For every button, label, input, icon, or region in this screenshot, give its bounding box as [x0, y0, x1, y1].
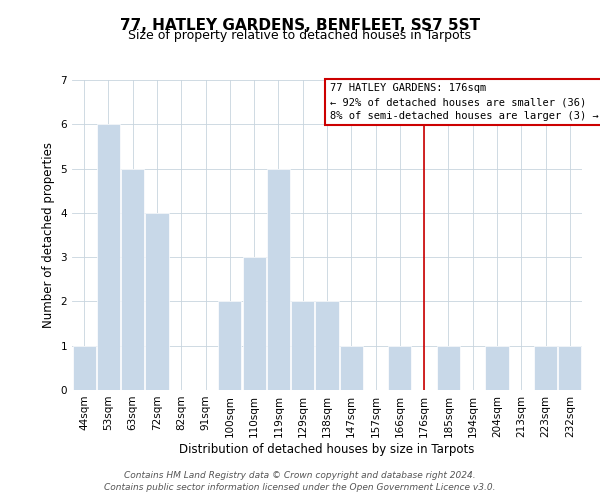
Bar: [291, 302, 314, 390]
Bar: [145, 213, 169, 390]
Bar: [388, 346, 412, 390]
Text: Contains HM Land Registry data © Crown copyright and database right 2024.
Contai: Contains HM Land Registry data © Crown c…: [104, 471, 496, 492]
Bar: [73, 346, 95, 390]
X-axis label: Distribution of detached houses by size in Tarpots: Distribution of detached houses by size …: [179, 442, 475, 456]
Text: Size of property relative to detached houses in Tarpots: Size of property relative to detached ho…: [128, 29, 472, 42]
Bar: [316, 302, 338, 390]
Bar: [534, 346, 557, 390]
Text: 77, HATLEY GARDENS, BENFLEET, SS7 5ST: 77, HATLEY GARDENS, BENFLEET, SS7 5ST: [120, 18, 480, 32]
Bar: [340, 346, 363, 390]
Bar: [267, 168, 290, 390]
Bar: [121, 168, 144, 390]
Bar: [218, 302, 241, 390]
Bar: [437, 346, 460, 390]
Bar: [485, 346, 509, 390]
Bar: [559, 346, 581, 390]
Y-axis label: Number of detached properties: Number of detached properties: [42, 142, 55, 328]
Bar: [97, 124, 120, 390]
Text: 77 HATLEY GARDENS: 176sqm
← 92% of detached houses are smaller (36)
8% of semi-d: 77 HATLEY GARDENS: 176sqm ← 92% of detac…: [329, 83, 598, 121]
Bar: [242, 257, 266, 390]
